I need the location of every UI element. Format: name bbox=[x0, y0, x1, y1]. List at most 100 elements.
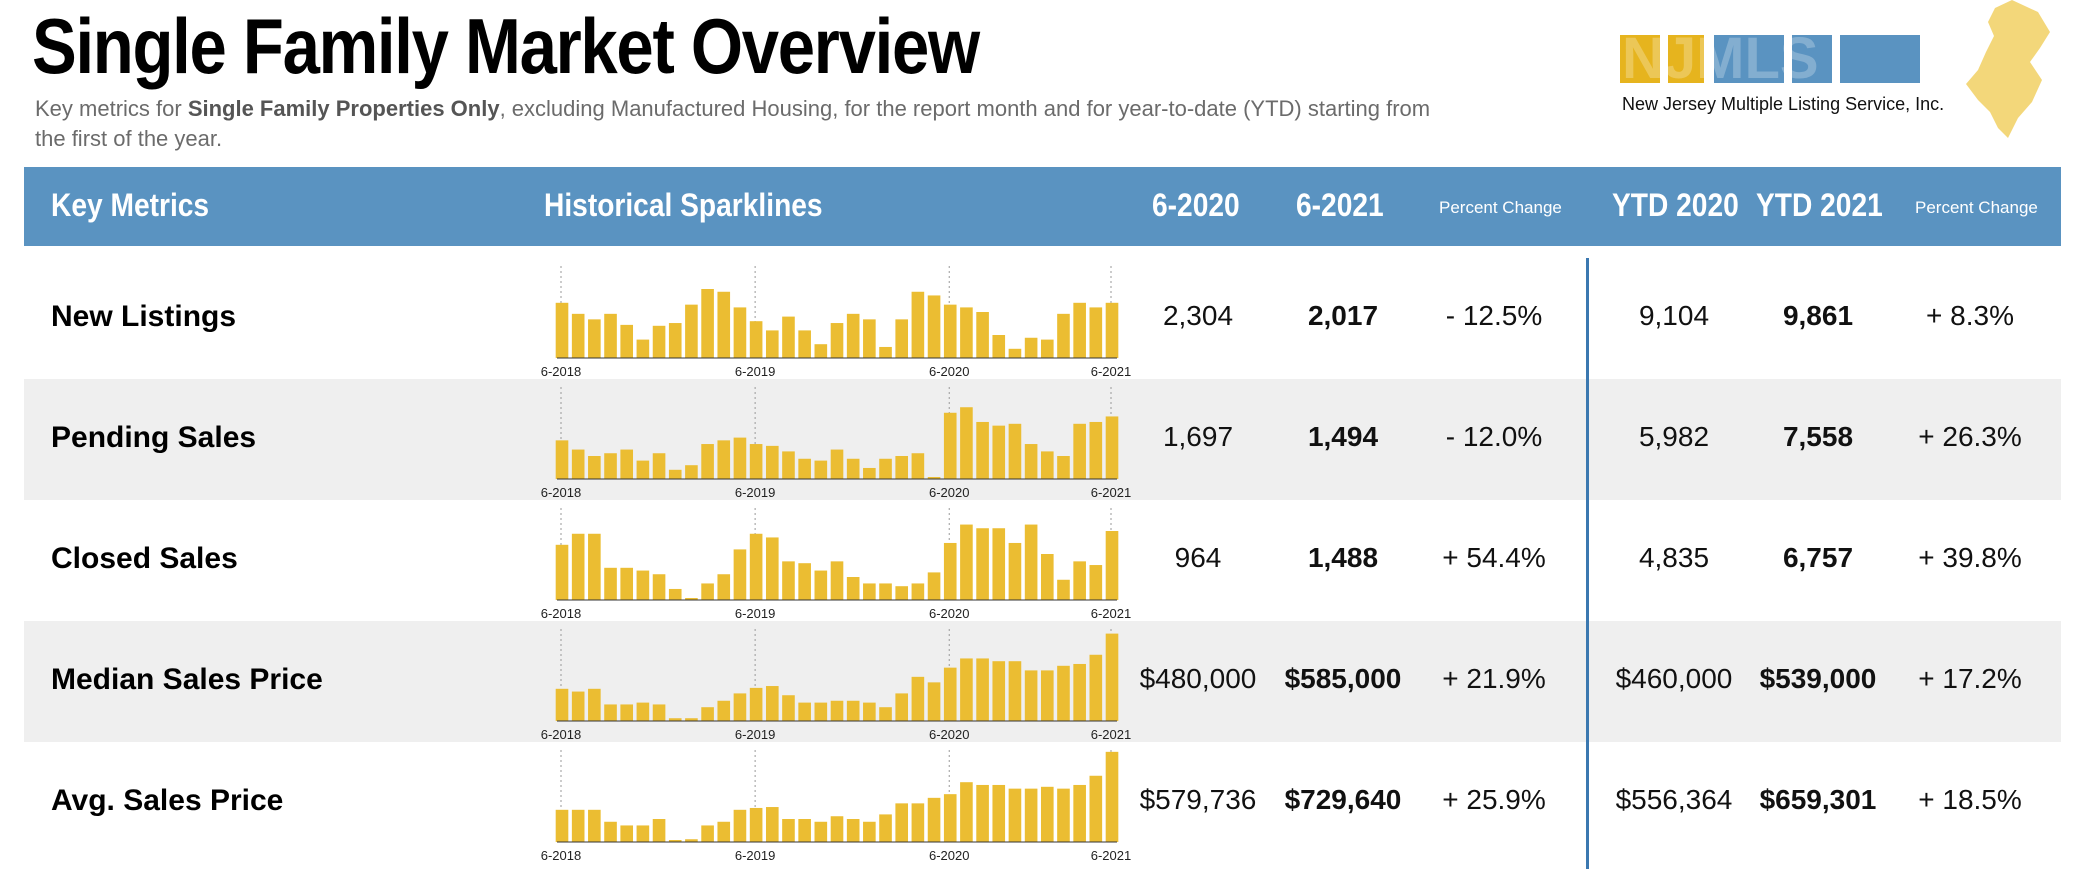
sparkline-bar bbox=[571, 809, 585, 842]
month-pct-change: + 54.4% bbox=[1442, 542, 1546, 573]
sparkline-tick-label: 6-2020 bbox=[929, 848, 969, 863]
ytd-prev-value: 9,104 bbox=[1638, 300, 1710, 331]
sparkline-bar bbox=[733, 437, 747, 479]
sparkline-chart: 6-2018 6-2019 6-2020 6-2021 bbox=[541, 629, 1131, 742]
sparkline-bar bbox=[685, 839, 698, 842]
sparkline-bar bbox=[943, 667, 957, 721]
sparkline-bar bbox=[814, 344, 828, 358]
sparkline-bar bbox=[588, 688, 601, 721]
sparkline-bar bbox=[814, 702, 828, 721]
sparkline-bar bbox=[701, 289, 714, 358]
sparkline-tick-label: 6-2019 bbox=[735, 727, 775, 742]
sparkline-bar bbox=[620, 567, 634, 600]
sparkline-bar bbox=[765, 330, 779, 358]
sparkline-bar bbox=[588, 809, 601, 842]
sparkline-bar bbox=[879, 814, 892, 842]
sparkline-bar bbox=[685, 598, 698, 600]
month-curr-value: 1,488 bbox=[1307, 542, 1379, 573]
sparkline-bar bbox=[1008, 661, 1022, 721]
sparkline-bar bbox=[895, 803, 909, 842]
sparkline-bar bbox=[701, 707, 714, 721]
sparkline-bar bbox=[604, 567, 617, 600]
sparkline-bar bbox=[1024, 524, 1038, 600]
col-ytd-prev: YTD 2020 bbox=[1612, 187, 1739, 223]
sparkline-tick-label: 6-2019 bbox=[735, 848, 775, 863]
month-curr-value: 1,494 bbox=[1307, 421, 1379, 452]
sparkline-bar bbox=[765, 686, 779, 721]
sparkline-bar bbox=[798, 702, 811, 721]
sparkline-tick-label: 6-2021 bbox=[1091, 485, 1131, 500]
col-month-prev: 6-2020 bbox=[1152, 187, 1240, 223]
sparkline-bar bbox=[1040, 670, 1054, 721]
ytd-pct-change: + 18.5% bbox=[1918, 784, 2022, 815]
njmls-logo: NJMLS bbox=[1620, 0, 2050, 138]
sparkline-tick-label: 6-2019 bbox=[735, 485, 775, 500]
sparkline-bar bbox=[782, 695, 795, 721]
sparkline-tick-label: 6-2021 bbox=[1091, 848, 1131, 863]
sparkline-chart: 6-2018 6-2019 6-2020 6-2021 bbox=[541, 750, 1131, 863]
ytd-pct-change: + 8.3% bbox=[1926, 300, 2014, 331]
sparkline-bar bbox=[846, 819, 860, 842]
ytd-prev-value: 5,982 bbox=[1638, 421, 1710, 452]
ytd-curr-value: 7,558 bbox=[1782, 421, 1854, 452]
sparkline-chart: 6-2018 6-2019 6-2020 6-2021 bbox=[541, 387, 1131, 500]
sparkline-bar bbox=[636, 570, 650, 600]
sparkline-bar bbox=[620, 825, 634, 842]
sparkline-tick-label: 6-2019 bbox=[735, 364, 775, 379]
sparkline-tick-label: 6-2018 bbox=[541, 364, 581, 379]
month-pct-change: + 21.9% bbox=[1442, 663, 1546, 694]
sparkline-bar bbox=[943, 542, 957, 600]
sparkline-bar bbox=[765, 445, 779, 479]
month-prev-value: 1,697 bbox=[1162, 421, 1234, 452]
sparkline-bar bbox=[652, 819, 666, 842]
sparkline-bar bbox=[830, 561, 844, 600]
month-prev-value: 964 bbox=[1174, 542, 1222, 573]
sparkline-bar bbox=[879, 346, 892, 358]
month-pct-change: - 12.5% bbox=[1445, 300, 1543, 331]
logo-subtitle: New Jersey Multiple Listing Service, Inc… bbox=[1622, 94, 1945, 114]
sparkline-bar bbox=[620, 324, 634, 358]
sparkline-bar bbox=[782, 451, 795, 479]
sparkline-bar bbox=[895, 586, 909, 600]
sparkline-bar bbox=[571, 691, 585, 721]
sparkline-bar bbox=[1089, 307, 1103, 358]
sparkline-bar bbox=[943, 412, 957, 479]
sparkline-bar bbox=[555, 302, 569, 358]
metric-name: Pending Sales bbox=[51, 421, 257, 454]
sparkline-bar bbox=[830, 449, 844, 479]
table-header: Key Metrics Historical Sparklines 6-2020… bbox=[24, 167, 2061, 246]
col-key-metrics: Key Metrics bbox=[51, 187, 210, 223]
sparkline-bar bbox=[798, 330, 811, 358]
sparkline-bar bbox=[814, 460, 828, 479]
sparkline-bar bbox=[604, 821, 617, 842]
sparkline-bar bbox=[701, 825, 714, 842]
sparkline-bar bbox=[765, 807, 779, 842]
month-pct-change: + 25.9% bbox=[1442, 784, 1546, 815]
ytd-curr-value: $659,301 bbox=[1759, 784, 1877, 815]
sparkline-bar bbox=[733, 809, 747, 842]
page-title: Single Family Market Overview bbox=[32, 2, 980, 90]
sparkline-tick-label: 6-2018 bbox=[541, 606, 581, 621]
metric-name: Median Sales Price bbox=[51, 663, 323, 696]
col-pct-change-ytd: Percent Change bbox=[1915, 198, 2038, 217]
sparkline-bar bbox=[846, 577, 860, 600]
sparkline-bar bbox=[1040, 451, 1054, 479]
sparkline-bar bbox=[992, 335, 1006, 358]
sparkline-bar bbox=[701, 583, 714, 600]
sparkline-bar bbox=[863, 821, 876, 842]
sparkline-bar bbox=[782, 316, 795, 358]
sparkline-bar bbox=[1073, 423, 1086, 479]
sparkline-bar bbox=[863, 467, 876, 479]
sparkline-bar bbox=[976, 421, 989, 479]
sparkline-bar bbox=[798, 563, 811, 600]
sparkline-tick-label: 6-2021 bbox=[1091, 606, 1131, 621]
ytd-curr-value: 9,861 bbox=[1782, 300, 1854, 331]
sparkline-bar bbox=[668, 469, 682, 479]
sparkline-bar bbox=[879, 583, 892, 600]
sparkline-bar bbox=[846, 313, 860, 358]
sparkline-bar bbox=[555, 809, 569, 842]
sparkline-bar bbox=[749, 807, 763, 842]
sparkline-bar bbox=[895, 319, 909, 358]
sparkline-bar bbox=[588, 533, 601, 600]
sparkline-bar bbox=[636, 825, 650, 842]
